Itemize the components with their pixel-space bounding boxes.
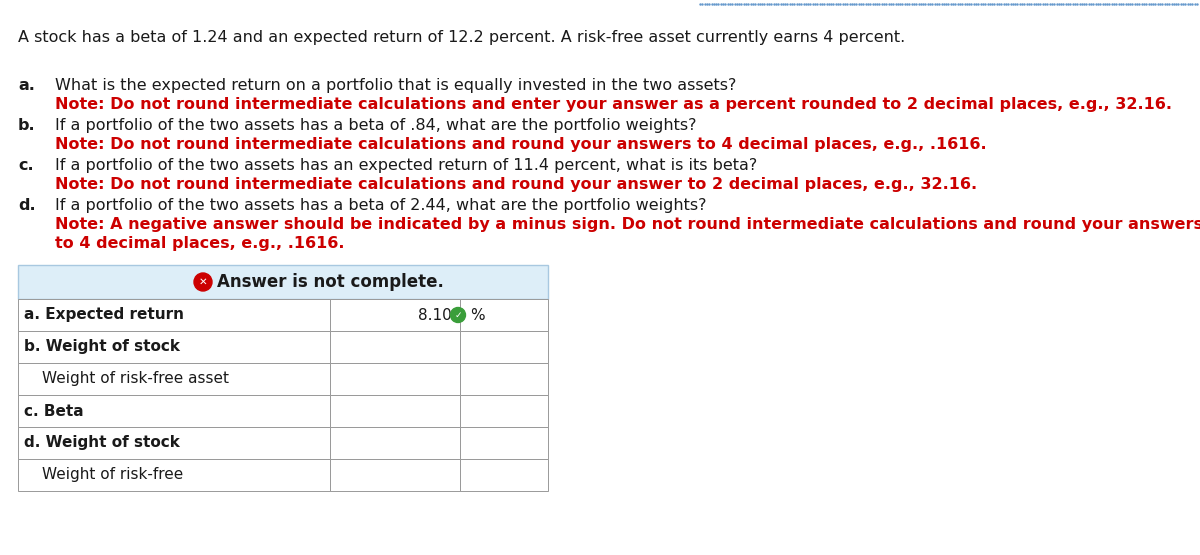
Text: d. Weight of stock: d. Weight of stock [24, 436, 180, 451]
Text: ✓: ✓ [455, 310, 462, 320]
Text: 8.10: 8.10 [419, 307, 452, 322]
Text: Note: Do not round intermediate calculations and enter your answer as a percent : Note: Do not round intermediate calculat… [55, 97, 1172, 112]
Text: ✕: ✕ [199, 277, 208, 287]
Bar [18, 395, 330, 427]
Bar [460, 363, 548, 395]
Circle shape [450, 307, 466, 322]
Text: What is the expected return on a portfolio that is equally invested in the two a: What is the expected return on a portfol… [55, 78, 737, 93]
Bar [18, 427, 330, 459]
Bar [330, 363, 460, 395]
Text: Note: Do not round intermediate calculations and round your answer to 2 decimal : Note: Do not round intermediate calculat… [55, 177, 977, 192]
Bar [460, 299, 548, 331]
Bar [18, 299, 330, 331]
Bar [460, 427, 548, 459]
Text: c.: c. [18, 158, 34, 173]
Text: Note: Do not round intermediate calculations and round your answers to 4 decimal: Note: Do not round intermediate calculat… [55, 137, 986, 152]
Bar [330, 299, 460, 331]
Text: A stock has a beta of 1.24 and an expected return of 12.2 percent. A risk-free a: A stock has a beta of 1.24 and an expect… [18, 30, 905, 45]
Bar [330, 427, 460, 459]
Text: Note: A negative answer should be indicated by a minus sign. Do not round interm: Note: A negative answer should be indica… [55, 217, 1200, 232]
Text: Weight of risk-free asset: Weight of risk-free asset [42, 371, 229, 386]
Text: If a portfolio of the two assets has an expected return of 11.4 percent, what is: If a portfolio of the two assets has an … [55, 158, 757, 173]
Text: If a portfolio of the two assets has a beta of .84, what are the portfolio weigh: If a portfolio of the two assets has a b… [55, 118, 696, 133]
Text: c. Beta: c. Beta [24, 403, 84, 418]
FancyBboxPatch shape [18, 265, 548, 299]
Bar [330, 331, 460, 363]
Text: %: % [470, 307, 485, 322]
Bar [460, 459, 548, 491]
Text: Weight of risk-free: Weight of risk-free [42, 467, 184, 482]
Text: If a portfolio of the two assets has a beta of 2.44, what are the portfolio weig: If a portfolio of the two assets has a b… [55, 198, 707, 213]
Text: a.: a. [18, 78, 35, 93]
Text: d.: d. [18, 198, 36, 213]
Bar [460, 331, 548, 363]
Bar [330, 395, 460, 427]
Bar [460, 395, 548, 427]
Bar [18, 331, 330, 363]
Text: to 4 decimal places, e.g., .1616.: to 4 decimal places, e.g., .1616. [55, 236, 344, 251]
Bar [18, 459, 330, 491]
Text: a. Expected return: a. Expected return [24, 307, 184, 322]
Bar [18, 363, 330, 395]
Circle shape [194, 273, 212, 291]
Bar [330, 459, 460, 491]
Text: Answer is not complete.: Answer is not complete. [217, 273, 444, 291]
Text: b. Weight of stock: b. Weight of stock [24, 340, 180, 355]
Text: b.: b. [18, 118, 36, 133]
